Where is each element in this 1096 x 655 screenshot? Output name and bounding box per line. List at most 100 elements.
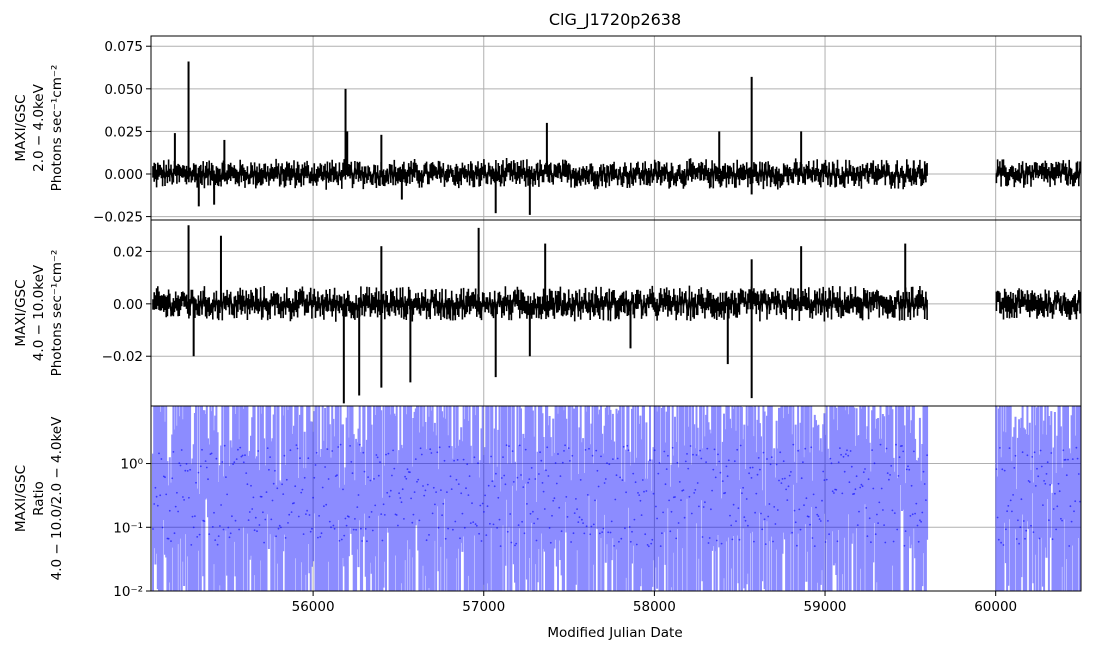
ratio-point bbox=[917, 540, 920, 543]
ratio-point bbox=[521, 520, 523, 523]
ratio-point bbox=[548, 527, 551, 529]
y-axis-label: MAXI/GSC bbox=[13, 465, 29, 532]
data-marks bbox=[152, 406, 1081, 591]
ratio-point bbox=[564, 444, 566, 447]
ratio-point bbox=[888, 478, 890, 481]
ratio-point bbox=[192, 526, 195, 529]
ratio-point bbox=[293, 502, 295, 504]
ratio-point bbox=[578, 516, 581, 519]
ratio-point bbox=[1076, 457, 1079, 460]
ratio-point bbox=[542, 490, 545, 493]
ratio-point bbox=[794, 521, 797, 524]
ratio-point bbox=[657, 472, 660, 475]
ratio-point bbox=[332, 524, 335, 527]
ratio-point bbox=[804, 447, 807, 450]
ratio-point bbox=[843, 470, 846, 473]
ratio-point bbox=[895, 443, 897, 446]
ratio-point bbox=[245, 472, 248, 474]
ratio-point bbox=[609, 531, 612, 534]
ratio-point bbox=[241, 454, 244, 457]
ratio-point bbox=[836, 540, 839, 543]
ratio-point bbox=[1052, 508, 1055, 510]
ratio-point bbox=[558, 506, 561, 509]
ratio-point bbox=[687, 467, 690, 470]
ratio-point bbox=[240, 455, 243, 458]
ratio-point bbox=[604, 478, 607, 480]
ratio-point bbox=[417, 478, 420, 481]
ratio-point bbox=[158, 452, 160, 455]
ratio-point bbox=[815, 506, 817, 509]
ratio-point bbox=[404, 475, 406, 478]
x-tick-label: 59000 bbox=[804, 599, 847, 615]
ratio-point bbox=[643, 490, 645, 493]
ratio-error-bars bbox=[152, 406, 1081, 591]
ratio-point bbox=[397, 524, 399, 527]
ratio-point bbox=[683, 516, 686, 519]
ratio-point bbox=[171, 477, 174, 480]
ratio-point bbox=[364, 528, 367, 530]
ratio-point bbox=[188, 496, 190, 499]
ratio-point bbox=[340, 538, 343, 541]
ratio-point bbox=[861, 485, 864, 488]
ratio-point bbox=[270, 518, 273, 521]
ratio-point bbox=[422, 485, 424, 487]
ratio-point bbox=[553, 497, 556, 500]
ratio-point bbox=[919, 519, 921, 522]
ratio-point bbox=[303, 476, 306, 479]
ratio-point bbox=[456, 459, 459, 461]
ratio-point bbox=[247, 519, 250, 521]
ratio-point bbox=[196, 536, 199, 538]
ratio-point bbox=[563, 450, 565, 452]
ratio-point bbox=[577, 521, 580, 523]
ratio-point bbox=[688, 495, 691, 498]
ratio-point bbox=[637, 492, 639, 494]
ratio-point bbox=[528, 478, 531, 480]
ratio-point bbox=[194, 515, 196, 517]
ratio-point bbox=[454, 520, 457, 523]
ratio-point bbox=[215, 457, 218, 460]
ratio-point bbox=[170, 540, 172, 542]
ratio-point bbox=[582, 522, 584, 524]
ratio-point bbox=[779, 451, 782, 454]
ratio-point bbox=[237, 448, 239, 451]
ratio-point bbox=[678, 481, 681, 483]
ratio-point bbox=[276, 487, 279, 490]
ratio-point bbox=[326, 448, 329, 450]
ratio-point bbox=[916, 524, 919, 527]
ratio-point bbox=[442, 502, 445, 505]
ratio-point bbox=[251, 508, 254, 510]
ratio-point bbox=[807, 515, 810, 518]
ratio-point bbox=[802, 461, 804, 464]
ratio-point bbox=[594, 499, 596, 502]
ratio-point bbox=[253, 529, 256, 532]
ratio-point bbox=[1014, 454, 1017, 457]
ratio-point bbox=[835, 488, 838, 491]
ratio-point bbox=[336, 474, 338, 477]
ratio-point bbox=[469, 522, 472, 524]
ratio-point bbox=[1061, 519, 1063, 522]
ratio-point bbox=[459, 537, 461, 540]
ratio-point bbox=[719, 471, 722, 474]
ratio-point bbox=[551, 514, 553, 517]
ratio-point bbox=[995, 468, 998, 470]
ratio-point bbox=[536, 518, 539, 520]
ratio-point bbox=[845, 453, 847, 455]
ratio-point bbox=[515, 542, 518, 545]
ratio-point bbox=[764, 543, 767, 545]
ratio-point bbox=[282, 493, 285, 495]
ratio-point bbox=[819, 520, 822, 522]
ratio-point bbox=[554, 462, 557, 464]
ratio-point bbox=[325, 503, 328, 506]
ratio-point bbox=[357, 494, 360, 496]
ratio-point bbox=[724, 492, 727, 494]
ratio-point bbox=[506, 530, 509, 533]
ratio-point bbox=[858, 510, 860, 513]
ratio-point bbox=[891, 509, 894, 512]
ratio-point bbox=[416, 480, 418, 483]
ratio-point bbox=[702, 506, 705, 508]
ratio-point bbox=[352, 528, 355, 531]
ratio-point bbox=[227, 526, 230, 529]
ratio-point bbox=[339, 443, 342, 446]
ratio-point bbox=[155, 495, 158, 498]
x-axis-label: Modified Julian Date bbox=[547, 625, 682, 641]
